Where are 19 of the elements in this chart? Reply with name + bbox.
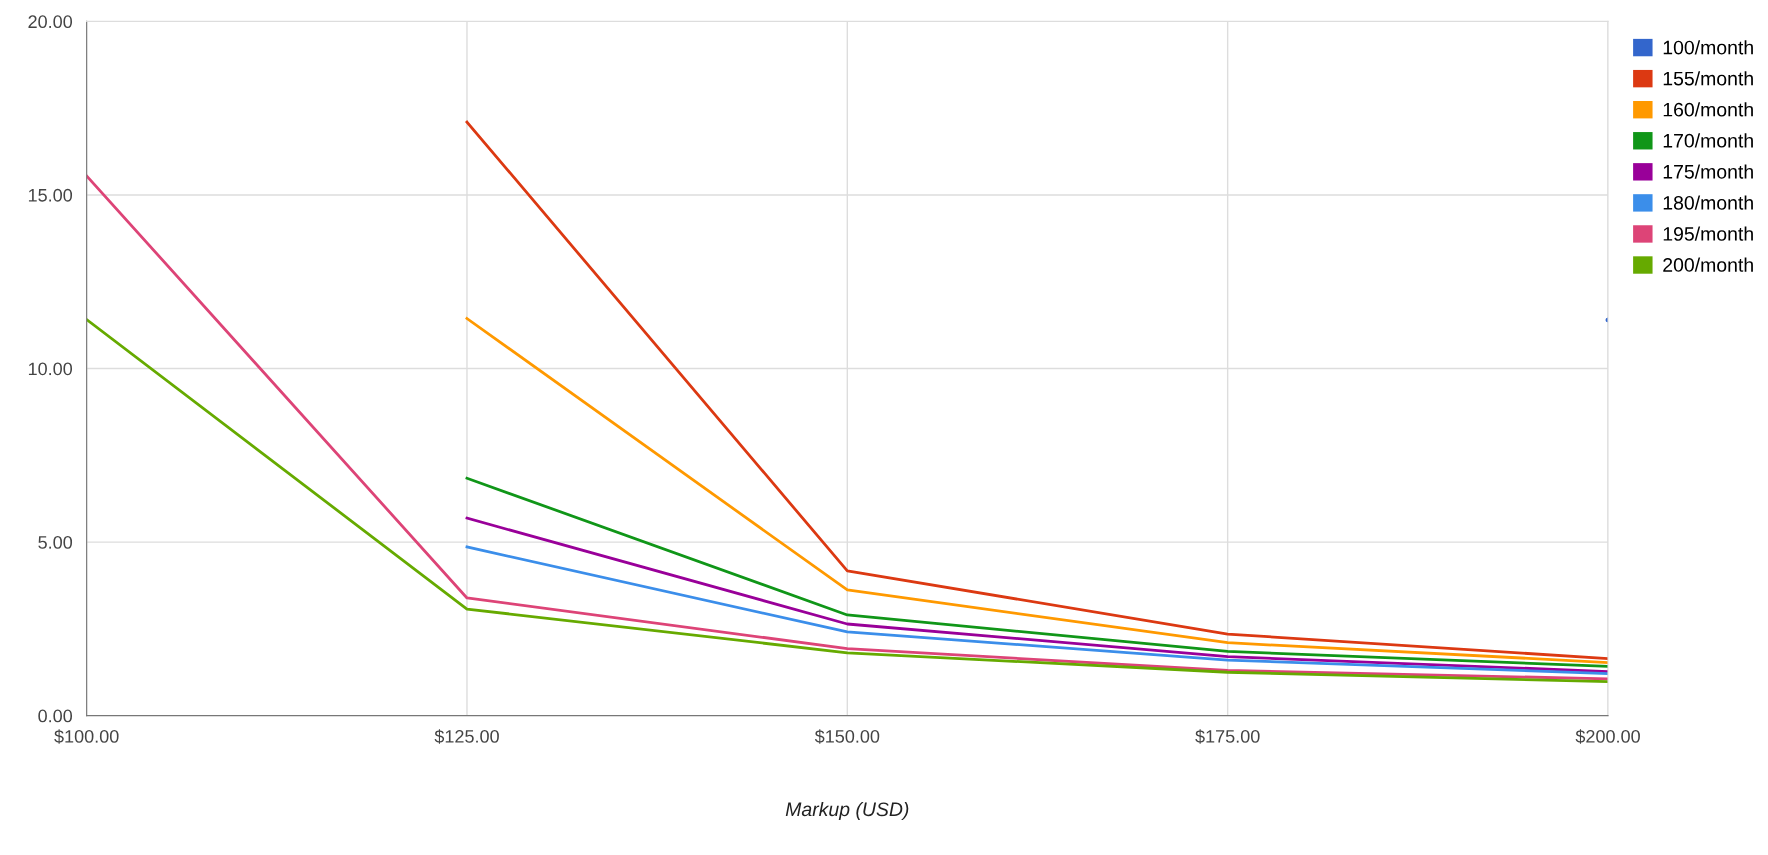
- y-tick-label: 0.00: [38, 709, 73, 723]
- x-tick-label: $125.00: [434, 729, 499, 744]
- legend-label: 100/month: [1663, 40, 1753, 55]
- x-tick-label: $200.00: [1575, 729, 1640, 744]
- legend-label: 200/month: [1663, 257, 1753, 272]
- x-axis-title: Markup (USD): [785, 801, 909, 821]
- y-tick-label: 20.00: [28, 15, 73, 29]
- y-tick-label: 5.00: [38, 536, 73, 549]
- x-tick-label: $150.00: [814, 729, 880, 744]
- legend-label: 160/month: [1663, 102, 1753, 117]
- legend-label: 180/month: [1663, 195, 1753, 210]
- legend-label: 170/month: [1663, 133, 1753, 148]
- y-tick-label: 10.00: [28, 362, 73, 376]
- y-tick-label: 15.00: [28, 188, 73, 202]
- x-tick-label: $175.00: [1195, 729, 1260, 744]
- x-tick-label: $100.00: [54, 729, 119, 744]
- legend-label: 195/month: [1663, 226, 1753, 241]
- legend-label: 175/month: [1663, 164, 1753, 179]
- legend-label: 155/month: [1663, 71, 1753, 86]
